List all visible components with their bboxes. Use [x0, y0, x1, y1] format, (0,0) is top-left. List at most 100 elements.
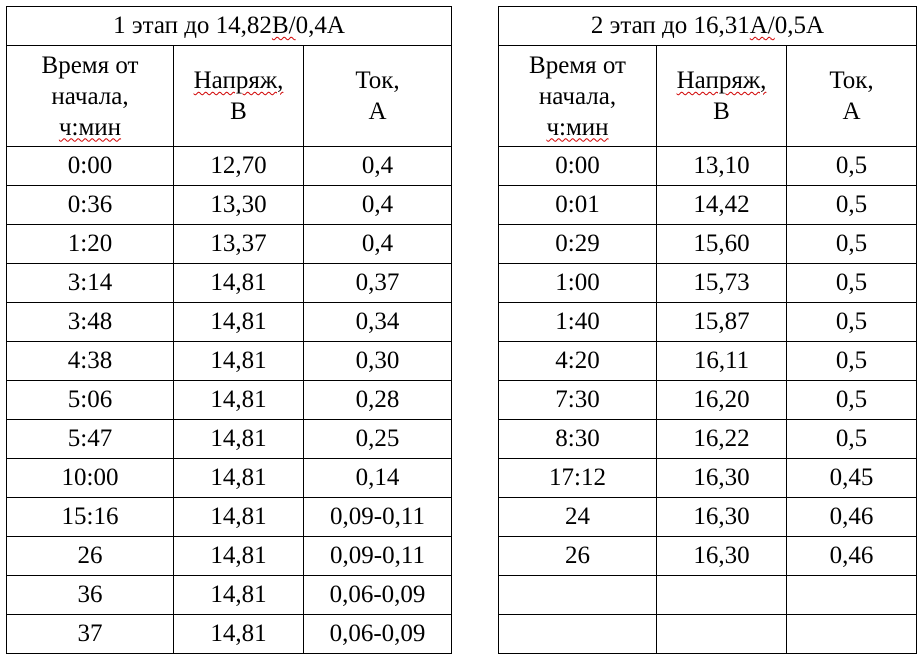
table-row: 1:00 15,73 0,5	[498, 263, 917, 303]
header-voltage: Напряж, В	[656, 45, 787, 147]
table-row: 7:30 16,20 0,5	[498, 380, 917, 420]
time-cell: 1:20	[6, 224, 174, 264]
table-row: 26 16,30 0,46	[498, 536, 917, 576]
header-voltage-line-2: В	[230, 98, 247, 125]
table-row: 5:06 14,81 0,28	[6, 380, 452, 420]
stage-1-title-suffix: 0,4А	[295, 12, 345, 39]
table-row: 1:40 15,87 0,5	[498, 302, 917, 342]
table-row: 17:12 16,30 0,45	[498, 458, 917, 498]
current-cell: 0,5	[786, 419, 917, 459]
table-row: 4:38 14,81 0,30	[6, 341, 452, 381]
stage-1-header-row: Время от начала, ч:мин Напряж, В Ток, А	[6, 45, 452, 147]
current-cell: 0,14	[303, 458, 452, 498]
current-cell	[786, 614, 917, 654]
stage-2-header-row: Время от начала, ч:мин Напряж, В Ток, А	[498, 45, 917, 147]
time-cell: 15:16	[6, 497, 174, 537]
time-cell: 8:30	[498, 419, 657, 459]
header-time-line-3: ч:мин	[58, 113, 122, 141]
table-row: 3:14 14,81 0,37	[6, 263, 452, 303]
table-row: 36 14,81 0,06-0,09	[6, 575, 452, 615]
time-cell: 3:14	[6, 263, 174, 303]
table-row: 0:00 12,70 0,4	[6, 146, 452, 186]
voltage-cell: 16,20	[656, 380, 787, 420]
current-cell: 0,5	[786, 224, 917, 264]
time-cell: 7:30	[498, 380, 657, 420]
stage-1-title-row: 1 этап до 14,82В/0,4А	[6, 6, 452, 46]
stage-2-title: 2 этап до 16,31А/0,5А	[498, 6, 917, 46]
time-cell: 10:00	[6, 458, 174, 498]
header-voltage-line-1: Напряж,	[193, 67, 284, 94]
header-voltage-line-2: В	[713, 98, 730, 125]
table-row: 10:00 14,81 0,14	[6, 458, 452, 498]
stage-2-body: 2 этап до 16,31А/0,5А Время от начала, ч…	[498, 6, 917, 654]
current-cell: 0,5	[786, 146, 917, 186]
time-cell: 0:29	[498, 224, 657, 264]
time-cell: 24	[498, 497, 657, 537]
table-row: 1:20 13,37 0,4	[6, 224, 452, 264]
voltage-cell: 14,81	[173, 536, 304, 576]
voltage-cell: 14,81	[173, 263, 304, 303]
header-voltage: Напряж, В	[173, 45, 304, 147]
time-cell: 3:48	[6, 302, 174, 342]
stage-2-title-flagged: А/	[749, 12, 775, 39]
voltage-cell	[656, 614, 787, 654]
time-cell: 26	[498, 536, 657, 576]
current-cell: 0,37	[303, 263, 452, 303]
voltage-cell: 14,42	[656, 185, 787, 225]
time-cell: 36	[6, 575, 174, 615]
stage-1-table: 1 этап до 14,82В/0,4А Время от начала, ч…	[6, 6, 452, 654]
stage-2-title-prefix: 2 этап до 16,31	[590, 12, 750, 39]
header-time-line-1: Время от	[529, 51, 626, 79]
current-cell: 0,09-0,11	[303, 536, 452, 576]
voltage-cell: 14,81	[173, 575, 304, 615]
current-cell: 0,5	[786, 302, 917, 342]
voltage-cell: 14,81	[173, 419, 304, 459]
table-row: 37 14,81 0,06-0,09	[6, 614, 452, 654]
time-cell: 5:47	[6, 419, 174, 459]
current-cell: 0,09-0,11	[303, 497, 452, 537]
voltage-cell: 12,70	[173, 146, 304, 186]
header-current-line-2: А	[368, 98, 387, 125]
current-cell: 0,45	[786, 458, 917, 498]
stage-2-title-suffix: 0,5А	[774, 12, 825, 39]
time-cell: 26	[6, 536, 174, 576]
voltage-cell: 13,10	[656, 146, 787, 186]
header-current: Ток, А	[786, 45, 917, 147]
time-cell: 0:00	[6, 146, 174, 186]
voltage-cell: 14,81	[173, 614, 304, 654]
header-current: Ток, А	[303, 45, 452, 147]
header-current-line-1: Ток,	[829, 67, 874, 94]
current-cell: 0,34	[303, 302, 452, 342]
voltage-cell: 15,73	[656, 263, 787, 303]
voltage-cell: 14,81	[173, 497, 304, 537]
current-cell: 0,46	[786, 536, 917, 576]
time-cell: 4:20	[498, 341, 657, 381]
table-row: 8:30 16,22 0,5	[498, 419, 917, 459]
voltage-cell: 14,81	[173, 380, 304, 420]
time-cell	[498, 614, 657, 654]
header-time-line-2: начала,	[51, 82, 129, 110]
table-row: 0:01 14,42 0,5	[498, 185, 917, 225]
table-row: 0:00 13,10 0,5	[498, 146, 917, 186]
table-row: 0:36 13,30 0,4	[6, 185, 452, 225]
current-cell: 0,46	[786, 497, 917, 537]
current-cell: 0,5	[786, 263, 917, 303]
table-row: 3:48 14,81 0,34	[6, 302, 452, 342]
current-cell	[786, 575, 917, 615]
stage-1-body: 1 этап до 14,82В/0,4А Время от начала, ч…	[6, 6, 452, 654]
voltage-cell: 14,81	[173, 302, 304, 342]
current-cell: 0,4	[303, 146, 452, 186]
table-row: 5:47 14,81 0,25	[6, 419, 452, 459]
current-cell: 0,06-0,09	[303, 614, 452, 654]
voltage-cell: 13,30	[173, 185, 304, 225]
time-cell: 0:01	[498, 185, 657, 225]
table-row	[498, 614, 917, 654]
stage-1-title-prefix: 1 этап до 14,82	[113, 12, 272, 39]
current-cell: 0,5	[786, 380, 917, 420]
voltage-cell: 16,11	[656, 341, 787, 381]
header-voltage-line-1: Напряж,	[676, 67, 767, 94]
time-cell	[498, 575, 657, 615]
voltage-cell: 14,81	[173, 341, 304, 381]
current-cell: 0,06-0,09	[303, 575, 452, 615]
time-cell: 0:00	[498, 146, 657, 186]
